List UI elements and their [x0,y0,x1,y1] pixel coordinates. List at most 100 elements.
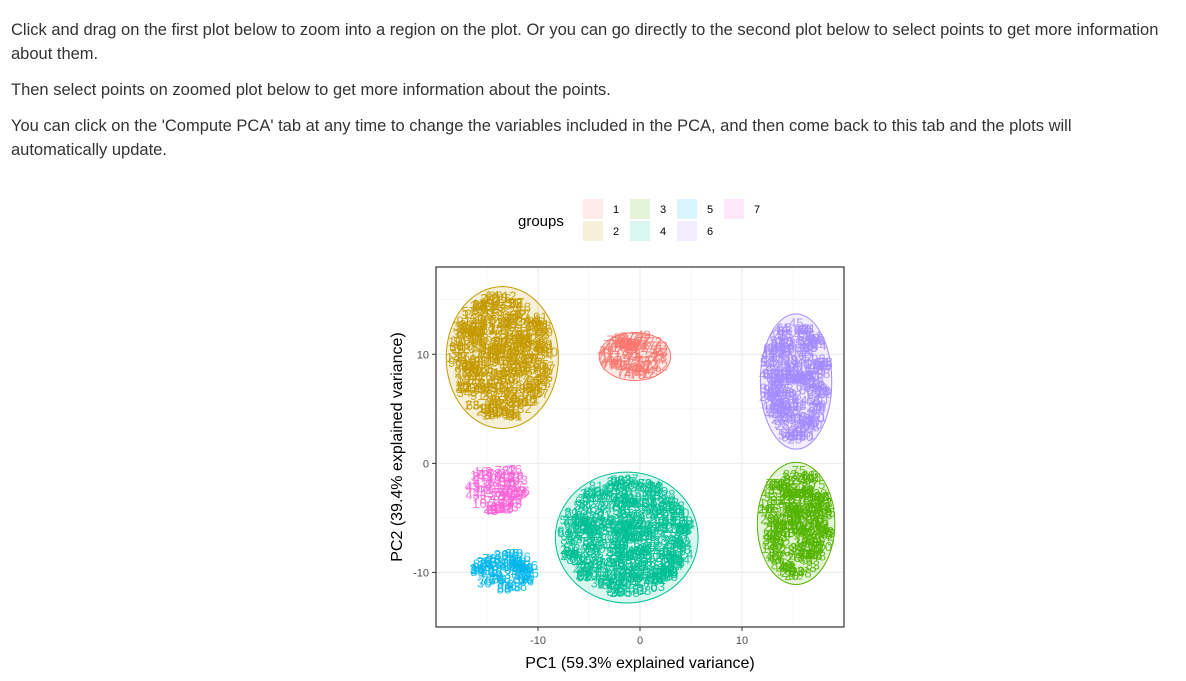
point-label[interactable]: 24 [660,493,674,508]
point-label[interactable]: 38 [566,547,580,562]
point-label[interactable]: 35 [519,327,533,342]
point-label[interactable]: 29 [616,549,630,564]
point-label[interactable]: 81 [585,519,599,534]
point-label[interactable]: 19 [488,307,502,322]
point-label[interactable]: 63 [563,516,577,531]
point-label[interactable]: 70 [611,570,625,585]
point-label[interactable]: 12 [482,299,496,314]
point-label[interactable]: 28 [776,401,790,416]
point-label[interactable]: 96 [496,338,510,353]
point-label[interactable]: 1 [539,328,546,343]
point-label[interactable]: 44 [799,336,813,351]
point-label[interactable]: 72 [616,364,630,379]
point-label[interactable]: 37 [449,340,463,355]
point-label[interactable]: 38 [620,492,634,507]
point-label[interactable]: 66 [484,395,498,410]
point-label[interactable]: 23 [465,398,479,413]
point-label[interactable]: 81 [661,521,675,536]
point-label[interactable]: 48 [800,484,814,499]
point-label[interactable]: 70 [583,567,597,582]
point-label[interactable]: 19 [479,295,493,310]
point-label[interactable]: 76 [507,551,521,566]
point-label[interactable]: 72 [633,337,647,352]
point-label[interactable]: 29 [619,520,633,535]
point-label[interactable]: 81 [640,528,654,543]
point-label[interactable]: 70 [666,552,680,567]
point-label[interactable]: 82 [775,525,789,540]
point-label[interactable]: 45 [789,316,803,331]
point-label[interactable]: 65 [785,397,799,412]
point-label[interactable]: 65 [787,360,801,375]
point-label[interactable]: 10 [481,313,495,328]
point-label[interactable]: 16 [798,550,812,565]
point-label[interactable]: 35 [470,324,484,339]
point-label[interactable]: 27 [593,503,607,518]
point-label[interactable]: 38 [669,533,683,548]
point-label[interactable]: 33 [791,520,805,535]
point-label[interactable]: 37 [521,352,535,367]
point-label[interactable]: 26 [502,316,516,331]
point-label[interactable]: 98 [765,363,779,378]
point-label[interactable]: 58 [631,547,645,562]
point-label[interactable]: 23 [484,298,498,313]
point-label[interactable]: 23 [467,330,481,345]
point-label[interactable]: 38 [591,576,605,591]
point-label[interactable]: 29 [657,569,671,584]
point-label[interactable]: 58 [671,503,685,518]
point-label[interactable]: 23 [508,304,522,319]
point-label[interactable]: 27 [663,537,677,552]
point-label[interactable]: 27 [651,516,665,531]
point-label[interactable]: 70 [612,565,626,580]
point-label[interactable]: 27 [619,476,633,491]
point-label[interactable]: 72 [654,358,668,373]
point-label[interactable]: 82 [771,478,785,493]
point-label[interactable]: 75 [772,518,786,533]
point-label[interactable]: 23 [505,342,519,357]
point-label[interactable]: 51 [797,334,811,349]
point-label[interactable]: 70 [595,498,609,513]
point-label[interactable]: 70 [610,497,624,512]
point-label[interactable]: 88 [497,582,511,597]
point-label[interactable]: 81 [573,512,587,527]
point-label[interactable]: 23 [462,381,476,396]
point-label[interactable]: 16 [791,512,805,527]
point-label[interactable]: 70 [636,525,650,540]
point-label[interactable]: 20 [813,486,827,501]
point-label[interactable]: 23 [483,385,497,400]
point-label[interactable]: 51 [771,336,785,351]
point-label[interactable]: 33 [818,508,832,523]
point-label[interactable]: 66 [529,338,543,353]
point-label[interactable]: 45 [797,425,811,440]
point-label[interactable]: 81 [605,554,619,569]
point-label[interactable]: 77 [620,329,634,344]
point-label[interactable]: 41 [635,366,649,381]
point-label[interactable]: 60 [799,429,813,444]
point-label[interactable]: 33 [766,514,780,529]
point-label[interactable]: 48 [797,565,811,580]
point-label[interactable]: 63 [598,516,612,531]
point-label[interactable]: 27 [668,554,682,569]
point-label[interactable]: 66 [493,372,507,387]
point-label[interactable]: 51 [770,333,784,348]
point-label[interactable]: 51 [787,371,801,386]
point-label[interactable]: 32 [450,346,464,361]
point-label[interactable]: 19 [536,364,550,379]
point-label[interactable]: 33 [790,540,804,555]
point-label[interactable]: 44 [812,338,826,353]
point-label[interactable]: 75 [797,525,811,540]
point-label[interactable]: 98 [791,371,805,386]
point-label[interactable]: 81 [652,572,666,587]
point-label[interactable]: 81 [618,503,632,518]
point-label[interactable]: 16 [783,517,797,532]
point-label[interactable]: 81 [631,495,645,510]
point-label[interactable]: 72 [641,365,655,380]
point-label[interactable]: 38 [597,517,611,532]
point-label[interactable]: 89 [492,341,506,356]
point-label[interactable]: 65 [781,386,795,401]
point-label[interactable]: 45 [783,428,797,443]
point-label[interactable]: 28 [806,357,820,372]
point-label[interactable]: 48 [782,560,796,575]
point-label[interactable]: 63 [575,493,589,508]
point-label[interactable]: 48 [818,526,832,541]
point-label[interactable]: 33 [782,484,796,499]
